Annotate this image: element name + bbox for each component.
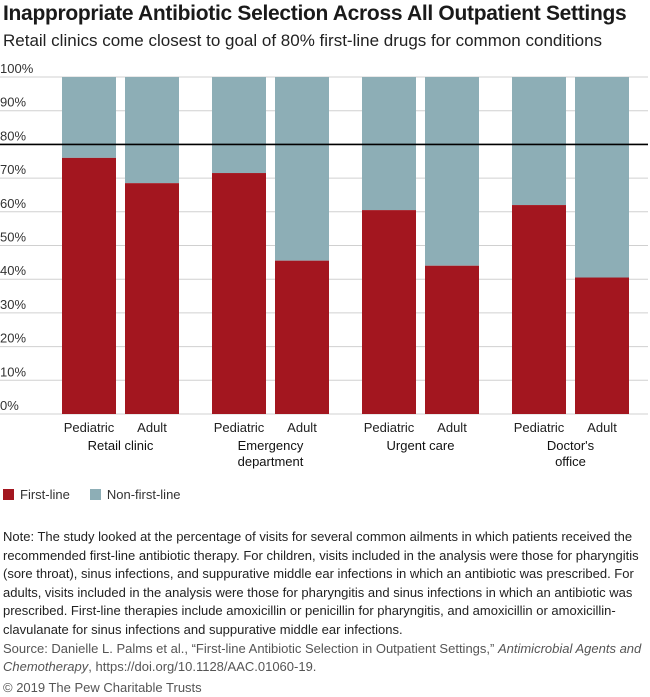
y-tick-label: 30%: [0, 297, 26, 312]
bar-non-first-line: [62, 77, 116, 158]
y-tick-label: 60%: [0, 196, 26, 211]
bar-non-first-line: [362, 77, 416, 211]
x-group-label: office: [555, 454, 586, 469]
bar-non-first-line: [125, 77, 179, 184]
chart-subtitle: Retail clinics come closest to goal of 8…: [3, 31, 603, 50]
y-tick-label: 0%: [0, 398, 19, 413]
legend-item-first-line: First-line: [3, 487, 70, 502]
legend-item-non-first-line: Non-first-line: [89, 487, 181, 502]
y-tick-label: 80%: [0, 128, 26, 143]
legend-swatch-non-first-line: [89, 489, 101, 500]
source-prefix: Source: Danielle L. Palms et al., “First…: [3, 641, 498, 656]
x-category-label: Pediatric: [214, 420, 265, 435]
source-journal: Antimicrobial Agents and Chemotherapy: [3, 641, 642, 674]
y-tick-label: 50%: [0, 230, 26, 245]
bar-first-line: [575, 277, 629, 414]
legend-swatch-first-line: [3, 489, 14, 500]
bar-first-line: [362, 210, 416, 414]
x-group-label: department: [238, 454, 304, 469]
chart-title: Inappropriate Antibiotic Selection Acros…: [3, 2, 627, 25]
y-tick-label: 100%: [0, 61, 34, 76]
bar-first-line: [425, 265, 479, 414]
bar-first-line: [212, 173, 266, 414]
stacked-bar-chart: 0% 10% 20% 30% 40% 50% 60% 70% 80% 90% 100% Pediatr…: [0, 61, 648, 469]
y-tick-label: 70%: [0, 162, 26, 177]
x-category-label: Adult: [587, 420, 617, 435]
bar-non-first-line: [212, 77, 266, 174]
x-group-label: Emergency: [238, 438, 304, 453]
y-tick-label: 90%: [0, 95, 26, 110]
x-category-label: Pediatric: [364, 420, 415, 435]
bar-first-line: [125, 183, 179, 414]
bar-non-first-line: [575, 77, 629, 278]
x-category-label: Pediatric: [64, 420, 115, 435]
x-group-label: Urgent care: [387, 438, 455, 453]
bar-non-first-line: [425, 77, 479, 266]
y-tick-label: 10%: [0, 364, 26, 379]
x-category-label: Adult: [287, 420, 317, 435]
bar-first-line: [275, 260, 329, 414]
bar-first-line: [512, 205, 566, 414]
x-category-label: Adult: [137, 420, 167, 435]
bar-non-first-line: [275, 77, 329, 261]
x-group-label: Doctor's: [547, 438, 595, 453]
y-tick-label: 40%: [0, 263, 26, 278]
bar-non-first-line: [512, 77, 566, 206]
source-suffix: , https://doi.org/10.1128/AAC.01060-19.: [88, 659, 317, 674]
source-citation: Source: Danielle L. Palms et al., “First…: [3, 640, 643, 676]
x-category-label: Adult: [437, 420, 467, 435]
y-tick-label: 20%: [0, 331, 26, 346]
bar-first-line: [62, 157, 116, 414]
legend-label-first-line: First-line: [20, 487, 70, 502]
x-category-label: Pediatric: [514, 420, 565, 435]
x-group-label: Retail clinic: [88, 438, 154, 453]
legend: First-line Non-first-line: [3, 487, 201, 502]
copyright: © 2019 The Pew Charitable Trusts: [3, 680, 202, 695]
footnote: Note: The study looked at the percentage…: [3, 529, 639, 637]
legend-label-non-first-line: Non-first-line: [106, 487, 181, 502]
